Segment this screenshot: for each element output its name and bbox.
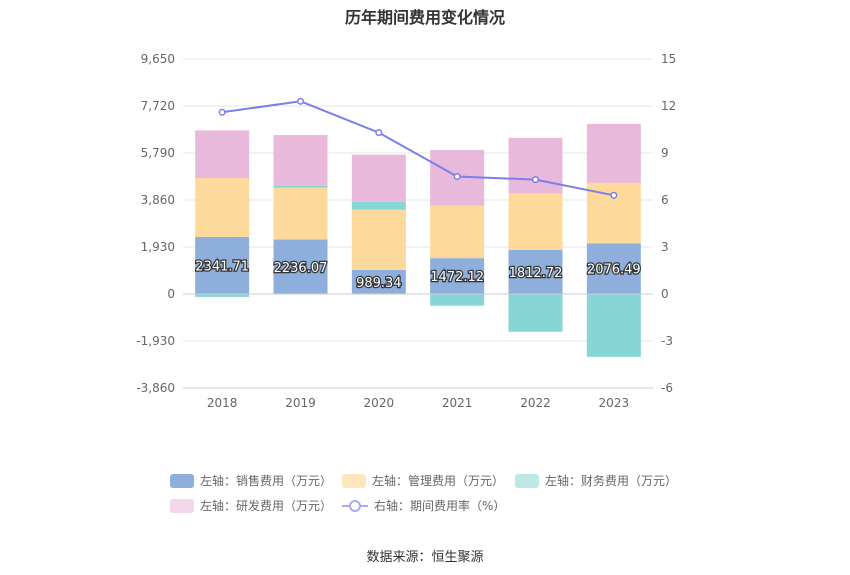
left-axis-tick-label: 1,930 [141, 240, 175, 254]
right-axis-tick-label: 6 [661, 193, 669, 207]
legend-label-rnd: 左轴：研发费用（万元） [200, 499, 333, 513]
bar-sales [351, 269, 406, 294]
bar-sales [195, 236, 250, 294]
left-axis-tick-label: 9,650 [141, 52, 175, 66]
bar-data-label: 1812.72 [509, 266, 563, 281]
legend-label-sales: 左轴：销售费用（万元） [200, 474, 333, 488]
left-axis-tick-label: 3,860 [141, 193, 175, 207]
bar-finance [273, 185, 328, 188]
bar-sales [430, 258, 485, 294]
bar-admin [508, 193, 563, 250]
rate-point [296, 97, 305, 105]
right-axis-tick-label: 3 [661, 240, 669, 254]
bar-finance [351, 201, 406, 210]
legend-swatch-sales [170, 473, 194, 488]
chart-title: 历年期间费用变化情况 [344, 8, 505, 27]
bar-rnd [195, 130, 250, 179]
bar-rnd [586, 123, 641, 183]
x-axis-tick-label: 2022 [520, 396, 551, 410]
bar-data-label: 2341.71 [195, 259, 249, 274]
bar-data-label: 2076.49 [587, 263, 641, 278]
right-axis-tick-label: -6 [661, 381, 673, 395]
legend-item-rnd[interactable]: 左轴：研发费用（万元） [170, 497, 332, 514]
legend-swatch-rate [342, 499, 368, 512]
rate-point [453, 172, 461, 181]
right-axis-tick-label: -3 [661, 334, 673, 348]
bar-sales [508, 249, 563, 294]
legend-label-admin: 左轴：管理费用（万元） [372, 474, 505, 488]
rate-line [222, 100, 615, 197]
rate-point [610, 191, 618, 199]
bar-sales [586, 243, 641, 294]
left-axis-tick-label: 5,790 [141, 146, 175, 160]
x-axis-tick-label: 2023 [599, 396, 630, 410]
x-axis-tick-label: 2018 [207, 396, 238, 410]
bar-admin [430, 205, 485, 259]
right-axis-tick-label: 9 [661, 146, 669, 160]
left-axis-tick-label: -1,930 [136, 334, 175, 348]
legend-item-sales[interactable]: 左轴：销售费用（万元） [170, 472, 332, 489]
left-axis-tick-label: 0 [167, 287, 175, 301]
left-axis-tick-label: 7,720 [141, 99, 175, 113]
rate-point [375, 129, 383, 137]
bar-data-label: 2236.07 [274, 261, 328, 276]
legend-item-finance[interactable]: 左轴：财务费用（万元） [515, 472, 677, 489]
x-axis-tick-label: 2019 [285, 396, 316, 410]
right-axis-tick-label: 12 [661, 99, 676, 113]
bar-rnd [508, 137, 563, 194]
right-axis-tick-label: 15 [661, 52, 676, 66]
rate-point [218, 108, 226, 116]
bar-finance [586, 294, 641, 357]
legend-swatch-finance [515, 473, 539, 488]
bar-sales [273, 239, 328, 294]
left-axis-tick-label: -3,860 [136, 381, 175, 395]
legend-item-rate[interactable]: 右轴：期间费用率（%） [342, 497, 505, 514]
x-axis-tick-label: 2021 [442, 396, 473, 410]
legend-swatch-admin [342, 473, 366, 488]
bar-rnd [351, 154, 406, 202]
data-source-note: 数据来源：恒生聚源 [366, 550, 484, 565]
legend-label-rate: 右轴：期间费用率（%） [374, 499, 506, 513]
legend-label-finance: 左轴：财务费用（万元） [545, 474, 678, 488]
bar-data-label: 989.34 [356, 276, 402, 291]
bar-finance [195, 294, 250, 297]
bar-finance [430, 294, 485, 306]
bar-finance [508, 294, 563, 332]
right-axis-tick-label: 0 [661, 287, 669, 301]
bar-admin [351, 209, 406, 270]
bar-admin [195, 178, 250, 237]
x-axis-tick-label: 2020 [364, 396, 395, 410]
legend-swatch-rnd [170, 498, 194, 513]
legend-item-admin[interactable]: 左轴：管理费用（万元） [342, 472, 504, 489]
bar-admin [273, 187, 328, 240]
bar-rnd [273, 135, 328, 186]
rate-point [531, 176, 540, 184]
bar-data-label: 1472.12 [430, 270, 484, 285]
